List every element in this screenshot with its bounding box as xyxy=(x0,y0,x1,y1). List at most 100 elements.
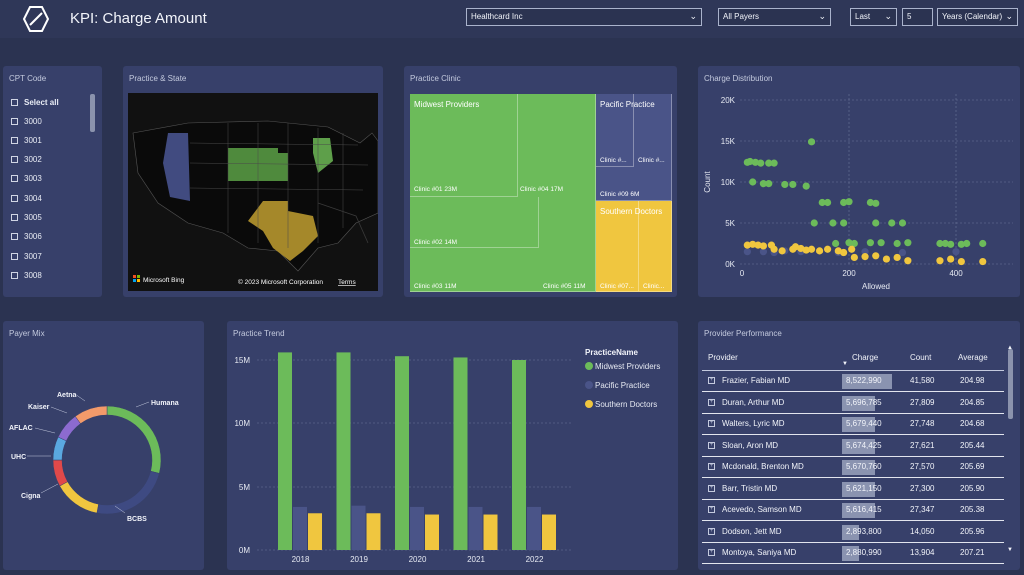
column-header-average[interactable]: Average xyxy=(958,353,988,362)
scatter-point[interactable] xyxy=(957,257,965,266)
bar-midwest-providers[interactable] xyxy=(453,357,468,550)
scatter-point[interactable] xyxy=(765,159,773,167)
scatter-point[interactable] xyxy=(840,248,848,257)
scatter-point[interactable] xyxy=(866,198,874,207)
scatter-point[interactable] xyxy=(743,241,751,249)
expand-icon[interactable]: + xyxy=(708,463,715,470)
scatter-point[interactable] xyxy=(759,180,767,188)
table-row[interactable]: + Mcdonald, Brenton MD 5,670,760 27,570 205.… xyxy=(702,457,1004,478)
cpt-scrollbar[interactable] xyxy=(90,94,95,132)
scatter-chart[interactable]: 20K 15K 10K 5K 0K 0 200 400 Allowed Coun… xyxy=(698,66,1020,297)
table-row[interactable]: + Acevedo, Samson MD 5,616,415 27,347 205.38 xyxy=(702,500,1004,521)
bar-pacific-practice[interactable] xyxy=(527,506,541,550)
scatter-point[interactable] xyxy=(872,199,880,207)
bar-midwest-providers[interactable] xyxy=(336,352,351,550)
bar-midwest-providers[interactable] xyxy=(278,352,292,550)
table-row[interactable]: + Barr, Tristin MD 5,621,150 27,300 205.90 xyxy=(702,479,1004,500)
sort-descending-icon[interactable]: ▼ xyxy=(842,361,848,367)
scatter-point[interactable] xyxy=(882,255,891,263)
scatter-point[interactable] xyxy=(810,219,818,227)
scatter-point[interactable] xyxy=(850,253,858,262)
bar-pacific-practice[interactable] xyxy=(293,506,307,550)
scatter-point[interactable] xyxy=(818,198,826,207)
scatter-point[interactable] xyxy=(759,242,767,250)
checkbox[interactable] xyxy=(11,118,18,125)
expand-icon[interactable]: + xyxy=(708,527,715,535)
scatter-point[interactable] xyxy=(957,240,965,248)
provider-scrollbar[interactable] xyxy=(1008,349,1013,419)
treemap-tile[interactable] xyxy=(539,197,596,292)
scatter-point[interactable] xyxy=(861,253,869,261)
period-unit-select[interactable]: Years (Calendar) ⌄ xyxy=(937,8,1018,26)
legend-marker[interactable] xyxy=(585,362,593,370)
scatter-point[interactable] xyxy=(840,219,848,227)
cpt-option[interactable]: 3002 xyxy=(11,154,42,166)
scatter-point[interactable] xyxy=(845,198,853,206)
scatter-point[interactable] xyxy=(824,198,832,207)
scatter-point[interactable] xyxy=(872,219,880,227)
scatter-point[interactable] xyxy=(861,248,869,256)
scatter-point[interactable] xyxy=(749,178,757,186)
cpt-option[interactable]: 3000 xyxy=(11,116,42,128)
treemap-tile[interactable] xyxy=(596,201,639,292)
checkbox[interactable] xyxy=(11,195,18,202)
cpt-option[interactable]: 3001 xyxy=(11,135,42,147)
scatter-point[interactable] xyxy=(893,239,901,248)
table-row[interactable]: + Duran, Arthur MD 5,696,785 27,809 204.85 xyxy=(702,393,1004,414)
scatter-point[interactable] xyxy=(893,253,901,262)
scatter-point[interactable] xyxy=(749,240,757,248)
expand-icon[interactable]: + xyxy=(708,549,715,556)
checkbox[interactable] xyxy=(11,137,18,144)
payer-mix-donut[interactable]: Humana BCBS Cigna UHC AFLAC Kaiser Aetna xyxy=(3,321,204,570)
scatter-point[interactable] xyxy=(781,180,789,189)
cpt-option[interactable]: 3005 xyxy=(11,212,42,224)
period-count-input[interactable]: 5 xyxy=(902,8,933,26)
bar-southern-doctors[interactable] xyxy=(366,513,381,550)
clinic-treemap[interactable]: Midwest Providers Clinic #01 23M Clinic … xyxy=(410,94,672,292)
checkbox[interactable] xyxy=(11,214,18,221)
table-row[interactable]: + Dodson, Jett MD 2,893,800 14,050 205.96 xyxy=(702,522,1004,543)
practice-trend-chart[interactable]: 15M 10M 5M 0M 2018 2019 2020 2021 2022 Pract… xyxy=(227,321,678,570)
scatter-point[interactable] xyxy=(979,239,987,248)
scatter-point[interactable] xyxy=(947,255,955,263)
scatter-point[interactable] xyxy=(815,247,824,255)
bar-pacific-practice[interactable] xyxy=(351,505,366,550)
legend-item-label[interactable]: Midwest Providers xyxy=(595,362,660,371)
scatter-point[interactable] xyxy=(757,159,765,167)
expand-icon[interactable]: + xyxy=(708,506,715,513)
scatter-point[interactable] xyxy=(743,248,751,256)
cpt-option[interactable]: 3006 xyxy=(11,231,42,243)
scatter-point[interactable] xyxy=(807,138,816,146)
scatter-point[interactable] xyxy=(765,180,773,188)
bar-southern-doctors[interactable] xyxy=(483,514,498,550)
scatter-point[interactable] xyxy=(778,247,786,255)
donut-slice-aetna[interactable] xyxy=(74,405,108,424)
table-row[interactable]: + Walters, Lyric MD 5,679,440 27,748 204.68 xyxy=(702,414,1004,435)
bar-pacific-practice[interactable] xyxy=(410,506,424,550)
cpt-option[interactable]: 3003 xyxy=(11,173,42,185)
scatter-point[interactable] xyxy=(807,245,816,253)
bar-southern-doctors[interactable] xyxy=(308,513,322,550)
scatter-point[interactable] xyxy=(829,219,837,227)
scatter-point[interactable] xyxy=(904,239,912,247)
expand-icon[interactable]: + xyxy=(708,398,715,406)
legend-marker[interactable] xyxy=(585,381,593,389)
table-row[interactable]: + Sloan, Aron MD 5,674,425 27,621 205.44 xyxy=(702,436,1004,457)
scatter-point[interactable] xyxy=(872,252,880,260)
donut-slice-humana[interactable] xyxy=(106,405,162,474)
scatter-point[interactable] xyxy=(789,180,797,189)
cpt-option[interactable]: 3004 xyxy=(11,193,42,205)
payer-select[interactable]: All Payers ⌄ xyxy=(718,8,831,26)
bar-southern-doctors[interactable] xyxy=(542,514,556,550)
treemap-tile[interactable] xyxy=(410,197,539,248)
legend-item-label[interactable]: Pacific Practice xyxy=(595,381,650,390)
checkbox[interactable] xyxy=(11,156,18,163)
scatter-point[interactable] xyxy=(848,245,856,253)
checkbox[interactable] xyxy=(11,253,18,260)
scatter-point[interactable] xyxy=(898,248,907,257)
scatter-point[interactable] xyxy=(746,157,754,166)
cpt-option[interactable]: Select all xyxy=(11,97,59,109)
bar-southern-doctors[interactable] xyxy=(425,514,439,550)
column-header-provider[interactable]: Provider xyxy=(708,353,738,362)
table-row[interactable]: + Frazier, Fabian MD 8,522,990 41,580 204.98 xyxy=(702,371,1004,392)
